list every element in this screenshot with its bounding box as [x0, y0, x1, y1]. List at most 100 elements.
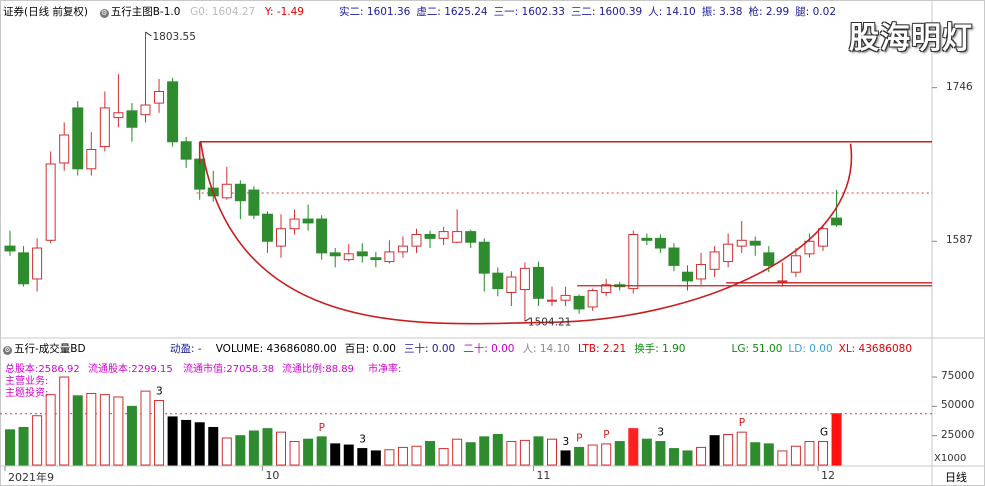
volume-field: LTB:	[577, 343, 600, 355]
volume-indicator-name[interactable]: 五行-成交量BD	[14, 343, 86, 355]
volume-bar	[154, 399, 165, 466]
indicator-icon[interactable]: ⚙	[99, 9, 109, 18]
volume-bar	[18, 426, 29, 466]
stat-label: 人:	[648, 6, 663, 18]
x-tick-label: 2021年9	[8, 471, 54, 484]
volume-bar	[818, 441, 828, 466]
stat-label: 三一:	[493, 6, 519, 18]
volume-bar	[343, 444, 354, 466]
volume-marker: 3	[359, 434, 366, 446]
volume-bar	[370, 450, 381, 466]
candle-body-up	[804, 240, 815, 255]
stat-label: 枪:	[748, 6, 763, 18]
candle-body-up	[777, 280, 788, 283]
candle-body-up	[32, 247, 43, 280]
volume-bar	[790, 445, 801, 466]
volume-bar	[438, 448, 449, 466]
volume-bar	[519, 439, 530, 466]
stat-label: 振:	[701, 6, 716, 18]
security-title[interactable]: 证券(日线 前复权)	[3, 6, 89, 18]
low-label: 1504.21	[528, 316, 571, 328]
candle-body-down	[4, 245, 16, 252]
volume-field-value: 2.21	[599, 343, 627, 355]
candle-body-up	[343, 253, 354, 261]
candle-body-down	[167, 81, 179, 143]
volume-bar	[601, 443, 612, 466]
stat-value: 1625.24	[440, 6, 488, 18]
stat-value: 1601.36	[363, 6, 411, 18]
volume-bar	[736, 431, 747, 466]
candle-body-up	[99, 107, 110, 148]
fundamental-line: 流通股本:2299.15	[88, 364, 173, 375]
candle-body-up	[601, 284, 612, 293]
volume-bar	[723, 434, 734, 466]
candle-body-down	[356, 251, 368, 257]
indicator-name[interactable]: 五行主图B-1.0	[110, 6, 181, 18]
candle-body-up	[696, 263, 707, 280]
candle-body-up	[790, 255, 801, 273]
stat-value: 1600.39	[595, 6, 643, 18]
candle-body-up	[86, 148, 97, 170]
volume-bar	[533, 436, 544, 466]
volume-bar	[492, 434, 503, 466]
high-label: 1803.55	[153, 31, 196, 43]
price-tick-label: 1587	[946, 234, 973, 247]
cup-curve	[199, 141, 853, 325]
volume-field: 三十:	[403, 343, 429, 355]
fundamental-line: 市净率:	[368, 364, 402, 375]
candle-body-up	[384, 251, 395, 263]
volume-tick-label: 75000	[941, 370, 975, 383]
volume-bar	[330, 443, 341, 466]
y-value: Y: -1.49	[264, 6, 304, 18]
volume-marker: 3	[657, 427, 664, 439]
x-tick-label: 10	[265, 469, 280, 482]
fundamental-line: 流通比例:88.89	[282, 364, 354, 375]
candle-body-up	[221, 183, 232, 199]
candle-body-down	[316, 218, 328, 254]
volume-scale-label: X1000	[934, 453, 967, 464]
volume-marker: P	[603, 429, 609, 441]
fundamental-line: 总股本:2586.92	[5, 364, 80, 375]
candle-body-down	[261, 213, 273, 242]
candle-body-up	[560, 294, 571, 301]
candle-body-down	[248, 189, 260, 216]
volume-bar	[425, 441, 436, 466]
fundamental-line: 主题投资:	[5, 388, 49, 399]
volume-field-value: 43686080	[855, 343, 912, 355]
candle-body-up	[628, 234, 639, 290]
candle-body-down	[749, 240, 761, 246]
price-tick-label: 1746	[946, 80, 973, 93]
volume-field-value: 14.10	[536, 343, 570, 355]
candle-body-up	[276, 228, 286, 247]
fundamental-line: 流通市值:27058.38	[183, 364, 275, 375]
candle-body-up	[411, 234, 422, 247]
volume-indicator-icon[interactable]: ⚙	[3, 346, 12, 355]
volume-bar	[506, 441, 517, 466]
stat-label: 腿:	[795, 6, 810, 18]
header-stats: 实二: 1601.36 虚二: 1625.24 三一: 1602.33 三二: 160…	[339, 5, 842, 19]
volume-bar	[452, 438, 463, 466]
volume-field: 动盈:	[170, 343, 195, 355]
volume-field-value: 43686080.00	[263, 343, 337, 355]
period-button[interactable]: 日线	[945, 471, 967, 484]
volume-field: 换手:	[634, 343, 659, 355]
watermark-logo: 股海明灯	[849, 21, 973, 56]
volume-bar	[384, 449, 395, 466]
candle-body-down	[180, 141, 192, 160]
candle-body-down	[72, 107, 84, 170]
candle-body-up	[397, 245, 408, 253]
candle-body-up	[736, 239, 747, 247]
volume-bar	[167, 416, 178, 466]
volume-field: VOLUME:	[215, 343, 264, 355]
low-pointer	[524, 317, 531, 322]
volume-field: LG:	[731, 343, 750, 355]
volume-bar	[777, 450, 788, 466]
candle-body-up	[438, 231, 449, 239]
volume-bar	[235, 435, 246, 466]
volume-field-value: 0.00	[369, 343, 396, 355]
volume-bar	[614, 441, 625, 466]
volume-bar	[628, 428, 639, 466]
candle-body-down	[573, 295, 585, 310]
